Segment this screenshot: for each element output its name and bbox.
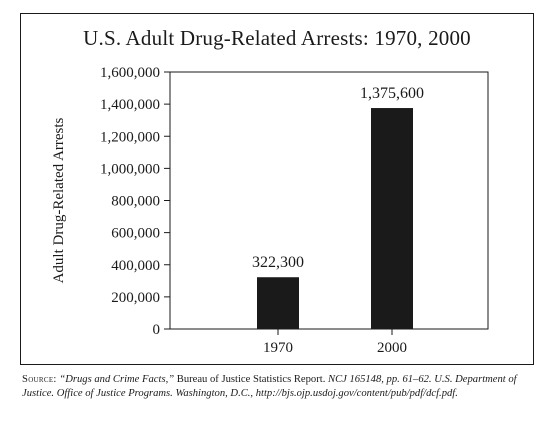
y-tick-label: 1,200,000	[100, 129, 160, 145]
data-label-2000: 1,375,600	[360, 85, 424, 102]
bar-2000	[371, 108, 413, 329]
x-tick-label-1970: 1970	[263, 340, 293, 356]
y-axis-label: Adult Drug-Related Arrests	[51, 117, 67, 283]
source-note: Source: “Drugs and Crime Facts,” Bureau …	[22, 373, 534, 400]
y-tick-label: 1,600,000	[100, 65, 160, 81]
source-label: Source:	[22, 374, 57, 385]
bar-1970	[257, 277, 299, 329]
chart-frame	[20, 13, 534, 365]
y-tick-label: 200,000	[111, 290, 160, 306]
y-tick-label: 400,000	[111, 258, 160, 274]
x-tick-label-2000: 2000	[377, 340, 407, 356]
chart-title: U.S. Adult Drug-Related Arrests: 1970, 2…	[83, 26, 471, 50]
y-tick-label: 800,000	[111, 194, 160, 210]
y-tick-label: 1,000,000	[100, 161, 160, 177]
y-tick-label: 0	[153, 322, 161, 338]
source-title: “Drugs and Crime Facts,”	[59, 374, 175, 385]
source-publisher: Bureau of Justice Statistics Report.	[174, 374, 328, 385]
source-details: NCJ 165148, pp. 61–62. U.S. Department o…	[22, 374, 517, 399]
data-label-1970: 322,300	[252, 254, 304, 271]
plot-area	[169, 71, 489, 330]
y-tick-label: 1,400,000	[100, 97, 160, 113]
y-tick-label: 600,000	[111, 226, 160, 242]
